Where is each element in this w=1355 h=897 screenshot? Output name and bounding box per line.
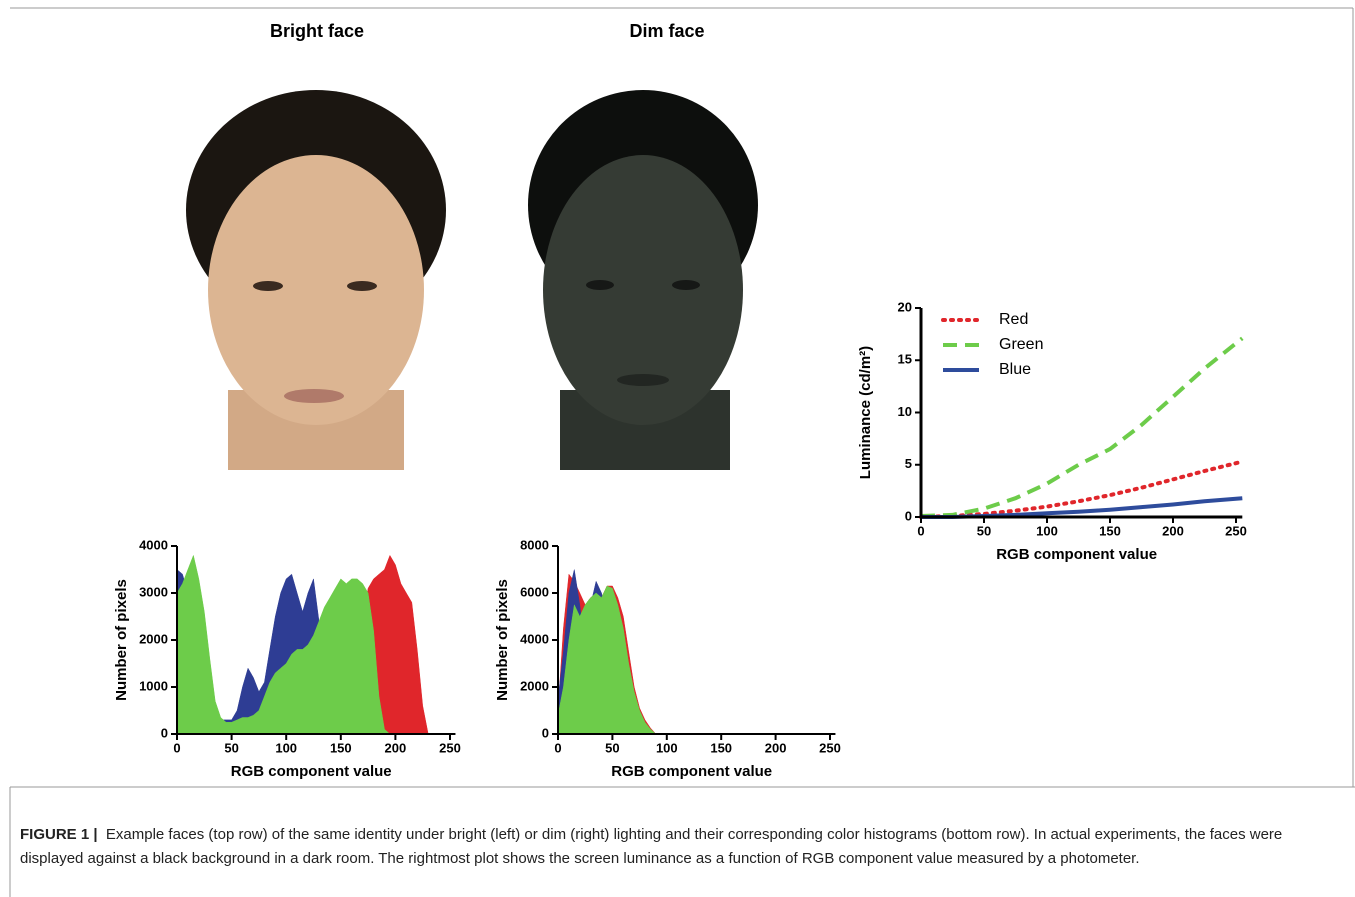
- caption-label: FIGURE 1 |: [20, 826, 98, 843]
- y-tick-label: 3000: [139, 584, 168, 599]
- y-tick-label: 5: [905, 456, 912, 471]
- x-tick-label: 0: [917, 523, 924, 538]
- x-tick-label: 100: [1036, 523, 1058, 538]
- y-tick-label: 0: [161, 725, 168, 740]
- histogram-area: [558, 586, 830, 734]
- y-tick-label: 0: [905, 508, 912, 523]
- x-tick-label: 100: [275, 740, 297, 755]
- legend-label: Red: [999, 311, 1028, 328]
- figure-svg: Bright face Dim face 0501001502002500100…: [0, 0, 1355, 897]
- x-tick-label: 200: [765, 740, 787, 755]
- panel-title: Dim face: [629, 21, 704, 41]
- y-tick-label: 15: [898, 352, 912, 367]
- x-tick-label: 250: [1225, 523, 1247, 538]
- y-tick-label: 6000: [520, 584, 549, 599]
- y-tick-label: 8000: [520, 537, 549, 552]
- x-tick-label: 50: [977, 523, 991, 538]
- caption: FIGURE 1 | Example faces (top row) of th…: [20, 823, 1340, 871]
- series-line: [921, 338, 1242, 516]
- panel-title: Bright face: [270, 21, 364, 41]
- x-tick-label: 150: [710, 740, 732, 755]
- x-tick-label: 100: [656, 740, 678, 755]
- y-axis-label: Number of pixels: [113, 579, 130, 701]
- x-axis-label: RGB component value: [611, 763, 772, 780]
- y-tick-label: 20: [898, 299, 912, 314]
- y-tick-label: 0: [542, 725, 549, 740]
- x-tick-label: 50: [224, 740, 238, 755]
- y-tick-label: 4000: [139, 537, 168, 552]
- y-axis-label: Luminance (cd/m²): [857, 346, 874, 479]
- y-axis-label: Number of pixels: [494, 579, 511, 701]
- x-tick-label: 150: [330, 740, 352, 755]
- x-tick-label: 200: [385, 740, 407, 755]
- y-tick-label: 10: [898, 404, 912, 419]
- series-line: [921, 462, 1242, 517]
- x-axis-label: RGB component value: [996, 546, 1157, 563]
- y-tick-label: 2000: [139, 631, 168, 646]
- bright-face-image: [186, 90, 446, 470]
- y-tick-label: 2000: [520, 678, 549, 693]
- figure: Bright face Dim face 0501001502002500100…: [0, 0, 1355, 897]
- x-tick-label: 150: [1099, 523, 1121, 538]
- y-tick-label: 1000: [139, 678, 168, 693]
- x-tick-label: 0: [554, 740, 561, 755]
- x-tick-label: 250: [439, 740, 461, 755]
- y-tick-label: 4000: [520, 631, 549, 646]
- x-tick-label: 250: [819, 740, 841, 755]
- x-axis-label: RGB component value: [231, 763, 392, 780]
- legend-label: Blue: [999, 361, 1031, 378]
- x-tick-label: 200: [1162, 523, 1184, 538]
- x-tick-label: 0: [173, 740, 180, 755]
- legend-label: Green: [999, 336, 1043, 353]
- dim-face-image: [528, 90, 758, 470]
- caption-text: Example faces (top row) of the same iden…: [20, 826, 1282, 867]
- x-tick-label: 50: [605, 740, 619, 755]
